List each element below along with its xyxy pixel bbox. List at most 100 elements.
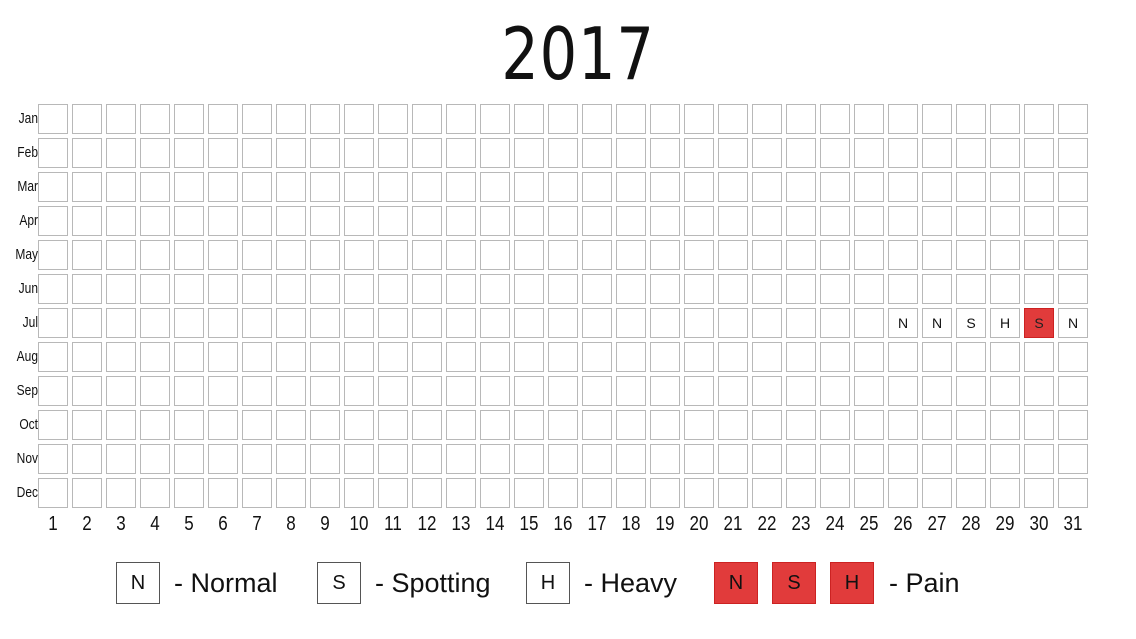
day-cell-feb-30[interactable]	[1024, 138, 1054, 168]
day-cell-feb-31[interactable]	[1058, 138, 1088, 168]
day-cell-sep-25[interactable]	[854, 376, 884, 406]
day-cell-apr-8[interactable]	[276, 206, 306, 236]
day-cell-jan-21[interactable]	[718, 104, 748, 134]
day-cell-aug-30[interactable]	[1024, 342, 1054, 372]
day-cell-jan-13[interactable]	[446, 104, 476, 134]
day-cell-mar-20[interactable]	[684, 172, 714, 202]
day-cell-nov-17[interactable]	[582, 444, 612, 474]
day-cell-nov-5[interactable]	[174, 444, 204, 474]
day-cell-dec-27[interactable]	[922, 478, 952, 508]
day-cell-mar-14[interactable]	[480, 172, 510, 202]
day-cell-feb-8[interactable]	[276, 138, 306, 168]
day-cell-aug-24[interactable]	[820, 342, 850, 372]
day-cell-nov-13[interactable]	[446, 444, 476, 474]
day-cell-nov-9[interactable]	[310, 444, 340, 474]
day-cell-mar-15[interactable]	[514, 172, 544, 202]
day-cell-nov-6[interactable]	[208, 444, 238, 474]
day-cell-dec-31[interactable]	[1058, 478, 1088, 508]
day-cell-jul-3[interactable]	[106, 308, 136, 338]
day-cell-oct-13[interactable]	[446, 410, 476, 440]
day-cell-sep-14[interactable]	[480, 376, 510, 406]
day-cell-apr-31[interactable]	[1058, 206, 1088, 236]
day-cell-jul-31[interactable]: N	[1058, 308, 1088, 338]
day-cell-oct-4[interactable]	[140, 410, 170, 440]
day-cell-dec-9[interactable]	[310, 478, 340, 508]
day-cell-jun-29[interactable]	[990, 274, 1020, 304]
day-cell-jul-11[interactable]	[378, 308, 408, 338]
day-cell-sep-6[interactable]	[208, 376, 238, 406]
day-cell-feb-9[interactable]	[310, 138, 340, 168]
day-cell-aug-31[interactable]	[1058, 342, 1088, 372]
day-cell-dec-10[interactable]	[344, 478, 374, 508]
day-cell-jan-22[interactable]	[752, 104, 782, 134]
day-cell-jul-29[interactable]: H	[990, 308, 1020, 338]
day-cell-may-25[interactable]	[854, 240, 884, 270]
day-cell-jun-8[interactable]	[276, 274, 306, 304]
day-cell-nov-11[interactable]	[378, 444, 408, 474]
day-cell-dec-28[interactable]	[956, 478, 986, 508]
day-cell-jun-25[interactable]	[854, 274, 884, 304]
day-cell-nov-20[interactable]	[684, 444, 714, 474]
day-cell-apr-26[interactable]	[888, 206, 918, 236]
day-cell-feb-16[interactable]	[548, 138, 578, 168]
day-cell-sep-2[interactable]	[72, 376, 102, 406]
day-cell-may-20[interactable]	[684, 240, 714, 270]
day-cell-oct-5[interactable]	[174, 410, 204, 440]
day-cell-feb-29[interactable]	[990, 138, 1020, 168]
day-cell-mar-3[interactable]	[106, 172, 136, 202]
day-cell-feb-3[interactable]	[106, 138, 136, 168]
day-cell-nov-31[interactable]	[1058, 444, 1088, 474]
day-cell-jul-12[interactable]	[412, 308, 442, 338]
day-cell-jan-2[interactable]	[72, 104, 102, 134]
day-cell-oct-25[interactable]	[854, 410, 884, 440]
day-cell-dec-20[interactable]	[684, 478, 714, 508]
day-cell-jun-9[interactable]	[310, 274, 340, 304]
day-cell-oct-12[interactable]	[412, 410, 442, 440]
day-cell-sep-12[interactable]	[412, 376, 442, 406]
day-cell-may-29[interactable]	[990, 240, 1020, 270]
day-cell-dec-26[interactable]	[888, 478, 918, 508]
day-cell-apr-16[interactable]	[548, 206, 578, 236]
day-cell-aug-8[interactable]	[276, 342, 306, 372]
day-cell-sep-30[interactable]	[1024, 376, 1054, 406]
day-cell-jun-11[interactable]	[378, 274, 408, 304]
day-cell-may-31[interactable]	[1058, 240, 1088, 270]
day-cell-jan-20[interactable]	[684, 104, 714, 134]
day-cell-may-10[interactable]	[344, 240, 374, 270]
day-cell-jun-27[interactable]	[922, 274, 952, 304]
day-cell-apr-2[interactable]	[72, 206, 102, 236]
day-cell-jul-23[interactable]	[786, 308, 816, 338]
day-cell-jul-4[interactable]	[140, 308, 170, 338]
day-cell-mar-1[interactable]	[38, 172, 68, 202]
day-cell-aug-1[interactable]	[38, 342, 68, 372]
day-cell-feb-28[interactable]	[956, 138, 986, 168]
day-cell-jun-4[interactable]	[140, 274, 170, 304]
day-cell-may-5[interactable]	[174, 240, 204, 270]
day-cell-nov-10[interactable]	[344, 444, 374, 474]
day-cell-dec-3[interactable]	[106, 478, 136, 508]
day-cell-sep-28[interactable]	[956, 376, 986, 406]
day-cell-nov-8[interactable]	[276, 444, 306, 474]
day-cell-mar-7[interactable]	[242, 172, 272, 202]
day-cell-feb-21[interactable]	[718, 138, 748, 168]
day-cell-oct-23[interactable]	[786, 410, 816, 440]
day-cell-jul-1[interactable]	[38, 308, 68, 338]
day-cell-sep-5[interactable]	[174, 376, 204, 406]
day-cell-jul-21[interactable]	[718, 308, 748, 338]
day-cell-feb-11[interactable]	[378, 138, 408, 168]
day-cell-oct-29[interactable]	[990, 410, 1020, 440]
day-cell-apr-4[interactable]	[140, 206, 170, 236]
day-cell-dec-16[interactable]	[548, 478, 578, 508]
day-cell-jul-24[interactable]	[820, 308, 850, 338]
day-cell-jun-24[interactable]	[820, 274, 850, 304]
day-cell-may-14[interactable]	[480, 240, 510, 270]
day-cell-aug-18[interactable]	[616, 342, 646, 372]
day-cell-feb-6[interactable]	[208, 138, 238, 168]
day-cell-may-1[interactable]	[38, 240, 68, 270]
day-cell-may-17[interactable]	[582, 240, 612, 270]
day-cell-jul-14[interactable]	[480, 308, 510, 338]
day-cell-aug-11[interactable]	[378, 342, 408, 372]
day-cell-sep-18[interactable]	[616, 376, 646, 406]
day-cell-may-21[interactable]	[718, 240, 748, 270]
day-cell-oct-24[interactable]	[820, 410, 850, 440]
